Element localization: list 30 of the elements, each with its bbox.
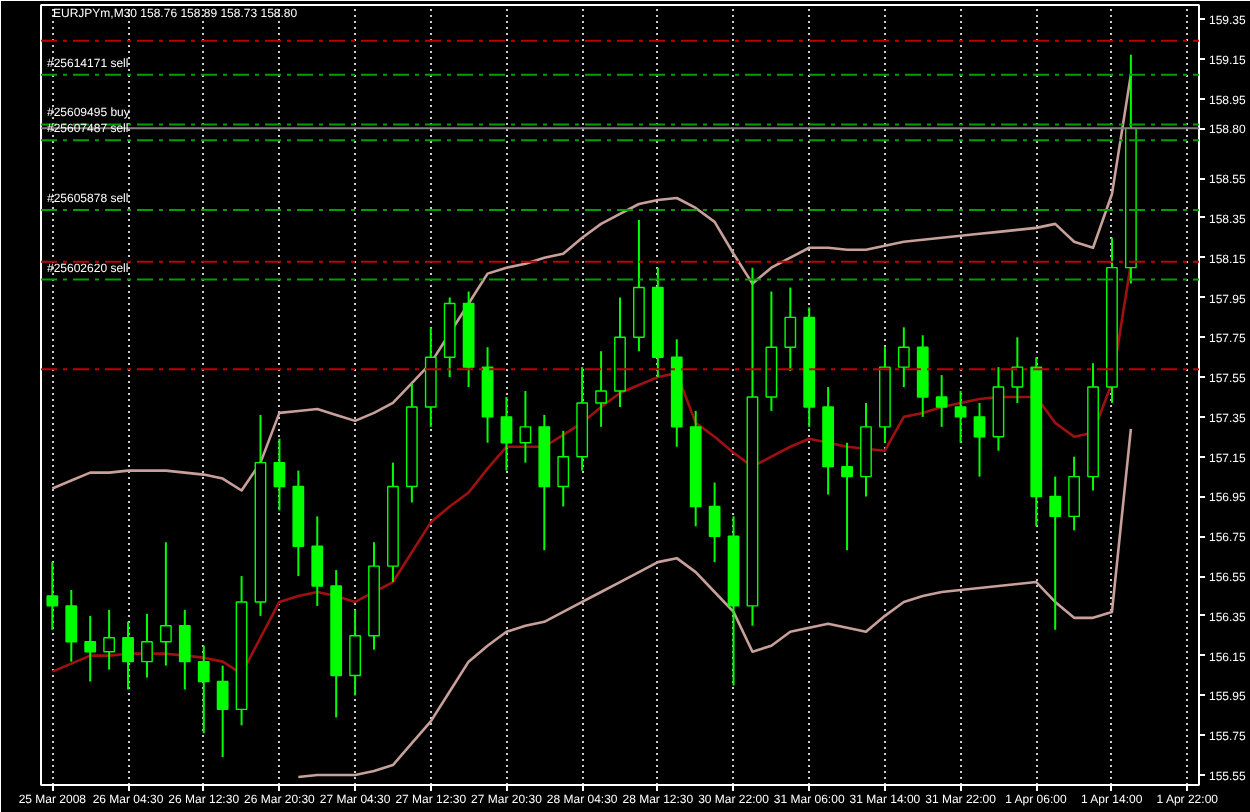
candlestick [1011, 336, 1024, 404]
candlestick [84, 614, 97, 683]
candlestick [178, 608, 191, 691]
candlestick [349, 608, 361, 697]
candlestick [973, 401, 986, 478]
candlestick [103, 608, 116, 671]
candlestick [1049, 475, 1062, 631]
candlestick [708, 481, 721, 564]
line-series [51, 73, 1133, 492]
candlestick [273, 437, 286, 512]
line-series [297, 427, 1133, 779]
candlestick [65, 589, 78, 663]
candlestick [500, 395, 513, 472]
candlestick [519, 390, 532, 464]
candlestick [46, 561, 59, 631]
candlestick [897, 326, 910, 389]
line-series [51, 262, 1133, 675]
candlestick [784, 286, 797, 373]
candlestick [935, 374, 948, 428]
candlestick [841, 441, 853, 552]
candlestick [595, 350, 607, 428]
candlestick [216, 664, 229, 759]
candlestick [557, 429, 570, 508]
candlestick [122, 620, 134, 691]
candlestick [1068, 455, 1081, 532]
candlestick [197, 644, 210, 735]
candlestick [311, 515, 324, 607]
candlestick [954, 390, 967, 444]
candlestick [159, 541, 172, 667]
candlestick [141, 612, 153, 679]
